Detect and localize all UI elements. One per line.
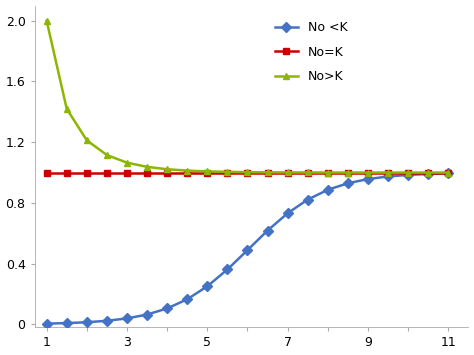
No>K xyxy=(184,169,190,173)
No <K xyxy=(446,171,451,175)
No=K xyxy=(245,170,250,175)
No>K xyxy=(426,170,431,175)
No=K xyxy=(84,170,90,175)
No=K xyxy=(426,170,431,175)
No=K xyxy=(405,170,411,175)
No>K xyxy=(225,170,230,174)
No=K xyxy=(225,170,230,175)
No>K xyxy=(64,106,70,111)
No>K xyxy=(204,169,210,174)
No>K xyxy=(245,170,250,174)
Legend: No <K, No=K, No>K: No <K, No=K, No>K xyxy=(275,21,347,83)
No <K xyxy=(405,173,411,177)
No>K xyxy=(285,170,291,175)
No <K xyxy=(345,181,351,185)
No=K xyxy=(285,170,291,175)
No>K xyxy=(44,18,49,23)
No <K xyxy=(245,248,250,252)
No>K xyxy=(365,170,371,175)
No>K xyxy=(84,138,90,142)
No=K xyxy=(446,170,451,175)
No=K xyxy=(365,170,371,175)
No <K xyxy=(44,322,49,326)
No <K xyxy=(325,188,331,192)
No=K xyxy=(385,170,391,175)
No=K xyxy=(204,170,210,175)
No=K xyxy=(124,170,130,175)
No=K xyxy=(144,170,150,175)
No>K xyxy=(385,170,391,175)
No <K xyxy=(204,284,210,288)
No <K xyxy=(385,174,391,179)
No <K xyxy=(124,316,130,321)
No <K xyxy=(365,177,371,181)
Line: No=K: No=K xyxy=(43,169,452,176)
No=K xyxy=(265,170,271,175)
No <K xyxy=(285,211,291,215)
No>K xyxy=(325,170,331,175)
No=K xyxy=(104,170,110,175)
No <K xyxy=(144,312,150,317)
No=K xyxy=(44,170,49,175)
No <K xyxy=(164,306,170,311)
No>K xyxy=(405,170,411,175)
No <K xyxy=(184,297,190,301)
No>K xyxy=(124,160,130,165)
No=K xyxy=(164,170,170,175)
No=K xyxy=(64,170,70,175)
No>K xyxy=(345,170,351,175)
No=K xyxy=(184,170,190,175)
Line: No>K: No>K xyxy=(43,17,452,176)
No <K xyxy=(225,267,230,272)
Line: No <K: No <K xyxy=(43,170,452,327)
No <K xyxy=(64,321,70,325)
No>K xyxy=(305,170,310,175)
No>K xyxy=(265,170,271,174)
No>K xyxy=(164,167,170,171)
No <K xyxy=(426,172,431,176)
No <K xyxy=(305,197,310,202)
No>K xyxy=(446,170,451,175)
No <K xyxy=(84,320,90,324)
No=K xyxy=(305,170,310,175)
No=K xyxy=(325,170,331,175)
No>K xyxy=(144,165,150,169)
No <K xyxy=(265,228,271,233)
No=K xyxy=(345,170,351,175)
No <K xyxy=(104,319,110,323)
No>K xyxy=(104,153,110,157)
